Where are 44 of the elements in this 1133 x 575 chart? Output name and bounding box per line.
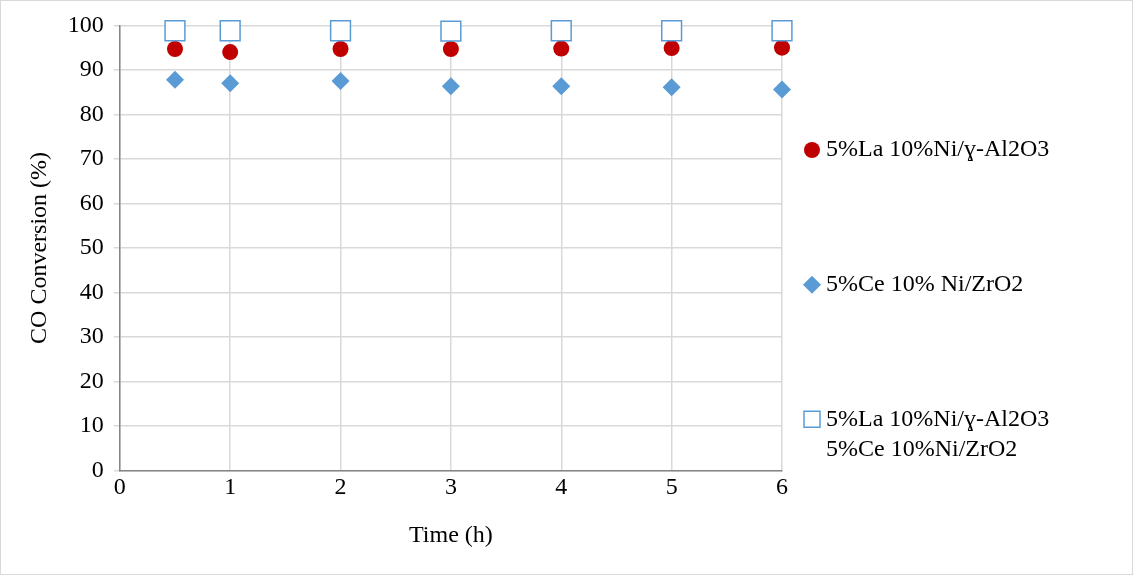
y-tick-label: 70 <box>79 144 104 171</box>
y-tick-label: 50 <box>79 233 104 260</box>
y-tick-label: 0 <box>91 455 104 482</box>
x-tick-label: 6 <box>776 473 788 500</box>
x-tick-label: 0 <box>113 473 126 500</box>
x-tick-label: 1 <box>224 473 237 500</box>
point <box>660 20 683 42</box>
x-axis-title: Time (h) <box>409 520 493 547</box>
point <box>329 20 352 42</box>
y-tick-label: 20 <box>79 366 104 393</box>
point <box>164 20 186 42</box>
y-tick-label: 60 <box>79 188 104 215</box>
y-tick-label: 90 <box>79 55 104 82</box>
y-tick-label: 80 <box>79 99 104 126</box>
point <box>774 39 790 56</box>
point <box>331 72 350 91</box>
point <box>441 77 460 96</box>
point <box>332 40 349 57</box>
point <box>662 78 681 97</box>
y-tick-label: 30 <box>79 322 104 349</box>
y-tick-label: 10 <box>79 411 104 438</box>
point <box>442 40 459 57</box>
legend-label: 5%Ce 10% Ni/ZrO2 <box>826 269 1024 296</box>
y-axis-title: CO Conversion (%) <box>24 151 51 344</box>
point <box>771 20 793 42</box>
point <box>219 20 241 42</box>
legend-label: 5%La 10%Ni/ɣ-Al2O3 5%Ce 10%Ni/ZrO2 <box>826 404 1050 461</box>
x-tick-label: 3 <box>444 473 457 500</box>
point <box>221 74 240 93</box>
point <box>550 20 572 42</box>
point <box>553 40 570 57</box>
x-tick-label: 5 <box>665 473 678 500</box>
y-tick-label: 40 <box>79 277 104 304</box>
point <box>222 44 239 61</box>
x-tick-label: 2 <box>334 473 347 500</box>
point <box>165 70 184 89</box>
legend-label: 5%La 10%Ni/ɣ-Al2O3 <box>826 135 1050 162</box>
y-tick-label: 100 <box>67 10 104 37</box>
point <box>552 77 571 96</box>
point <box>663 40 680 57</box>
point <box>440 20 462 42</box>
x-tick-label: 4 <box>555 473 568 500</box>
point <box>773 80 791 99</box>
point <box>166 40 183 57</box>
